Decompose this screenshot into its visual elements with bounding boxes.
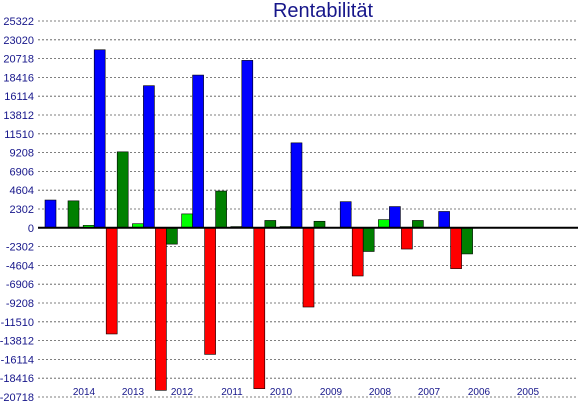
- x-tick-label: 2013: [122, 387, 145, 398]
- bar-2006-series-2: [450, 227, 462, 269]
- bar-2011-series-2: [204, 227, 216, 355]
- x-tick-label: 2005: [517, 387, 540, 398]
- chart-title: Rentabilität: [273, 0, 374, 22]
- x-tick-label: 2008: [369, 387, 392, 398]
- bar-2009-series-2: [302, 227, 315, 308]
- bar-2010-series-1: [241, 60, 254, 229]
- y-axis-ticks: 2532223020207181841616114138121151092086…: [0, 16, 34, 404]
- x-tick-label: 2012: [171, 387, 194, 398]
- bar-2012-series-1: [143, 85, 155, 229]
- y-tick-label: -2302: [6, 242, 34, 254]
- y-tick-label: 23020: [3, 35, 34, 47]
- bar-2012-series-3: [166, 227, 178, 245]
- bar-2011-series-3: [215, 190, 227, 229]
- bar-2007-series-2: [401, 227, 413, 250]
- bar-2010-series-3: [264, 220, 277, 229]
- y-tick-label: -4604: [6, 260, 34, 272]
- y-tick-label: -6906: [6, 279, 34, 291]
- bars: [44, 49, 473, 391]
- y-tick-label: 9208: [10, 148, 34, 160]
- bar-2011-series-0: [181, 213, 193, 229]
- y-tick-label: 2302: [10, 204, 34, 216]
- y-tick-label: 11510: [4, 129, 34, 141]
- bar-2012-series-2: [155, 227, 167, 391]
- y-tick-label: 20718: [3, 54, 34, 66]
- y-tick-label: -16114: [1, 354, 34, 366]
- bar-2007-series-3: [412, 220, 424, 229]
- y-tick-label: 4604: [10, 185, 34, 197]
- x-axis-ticks: 2014 2013 2012 2011 2010 2009 2008 2007 2006 2005: [73, 387, 540, 398]
- bar-2014-series-1: [44, 199, 57, 229]
- bar-2011-series-1: [192, 74, 204, 229]
- bar-2009-series-1: [290, 142, 303, 229]
- y-tick-label: -11510: [1, 317, 34, 329]
- y-tick-label: 0: [28, 223, 34, 235]
- x-tick-label: 2009: [320, 387, 343, 398]
- y-tick-label: 18416: [3, 72, 34, 84]
- bar-2008-series-1: [339, 201, 352, 229]
- y-tick-label: 6906: [10, 166, 34, 178]
- y-tick-label: -9208: [6, 298, 34, 310]
- x-tick-label: 2010: [270, 387, 293, 398]
- y-tick-label: -20718: [0, 392, 34, 404]
- x-tick-label: 2014: [73, 387, 96, 398]
- x-tick-label: 2006: [468, 387, 491, 398]
- y-tick-label: 16114: [4, 91, 34, 103]
- x-tick-label: 2011: [221, 387, 243, 398]
- bar-2008-series-2: [351, 227, 364, 277]
- bar-2014-series-3: [67, 200, 80, 229]
- y-tick-label: 25322: [3, 16, 34, 28]
- y-tick-label: -18416: [0, 373, 34, 385]
- x-tick-label: 2007: [418, 387, 441, 398]
- bar-2013-series-1: [93, 49, 106, 229]
- bar-2006-series-1: [438, 211, 450, 229]
- bar-2013-series-2: [105, 227, 118, 335]
- y-tick-label: -13812: [0, 336, 34, 348]
- y-tick-label: 13812: [3, 110, 34, 122]
- bar-2010-series-2: [253, 227, 266, 389]
- bar-2007-series-0: [378, 219, 390, 229]
- bar-2013-series-3: [116, 151, 129, 229]
- bar-2007-series-1: [389, 206, 401, 229]
- bar-2006-series-3: [461, 227, 473, 255]
- bar-2008-series-3: [362, 227, 375, 252]
